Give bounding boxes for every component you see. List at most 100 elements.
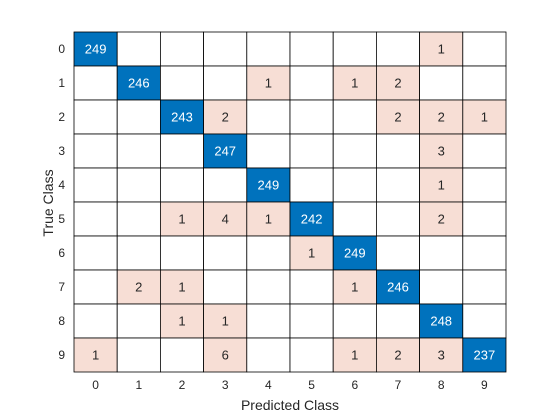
cell-value-1-7: 2 bbox=[394, 76, 401, 91]
matrix-cell-7-9 bbox=[462, 269, 507, 305]
col-tick-label: 8 bbox=[438, 378, 445, 392]
matrix-cell-0-7 bbox=[375, 31, 420, 67]
matrix-cell-labels: 249 1 246 1 1 2 243 2 2 2 1 247 3 249 1 1 4 1 242 2 1 249 2 1 1 2… bbox=[85, 42, 496, 363]
row-tick-label: 0 bbox=[58, 42, 65, 56]
matrix-cell-9-9 bbox=[462, 337, 507, 373]
matrix-cell-5-4 bbox=[246, 201, 291, 237]
cell-value-0-8: 1 bbox=[438, 42, 445, 57]
matrix-cell-6-0 bbox=[73, 235, 118, 271]
matrix-cell-9-2 bbox=[159, 337, 204, 373]
col-tick-label: 2 bbox=[179, 378, 186, 392]
cell-value-1-4: 1 bbox=[265, 76, 272, 91]
row-tick-label: 9 bbox=[58, 348, 65, 362]
matrix-cell-2-5 bbox=[289, 99, 334, 135]
matrix-cell-1-6 bbox=[332, 65, 377, 101]
matrix-cell-9-0 bbox=[73, 337, 118, 373]
cell-value-2-7: 2 bbox=[394, 110, 401, 125]
matrix-cell-1-8 bbox=[419, 65, 464, 101]
cell-value-7-2: 1 bbox=[178, 280, 185, 295]
cell-value-3-8: 3 bbox=[438, 144, 445, 159]
matrix-cell-5-7 bbox=[375, 201, 420, 237]
cell-value-4-4: 249 bbox=[258, 178, 280, 193]
matrix-cell-6-6 bbox=[332, 235, 377, 271]
cell-value-8-8: 248 bbox=[430, 314, 452, 329]
matrix-cell-4-9 bbox=[462, 167, 507, 203]
matrix-cell-4-6 bbox=[332, 167, 377, 203]
matrix-cell-4-3 bbox=[203, 167, 248, 203]
cell-value-9-6: 1 bbox=[351, 348, 358, 363]
row-tick-label: 2 bbox=[58, 110, 65, 124]
matrix-cell-3-1 bbox=[116, 133, 161, 169]
col-tick-label: 6 bbox=[351, 378, 358, 392]
matrix-cell-1-2 bbox=[159, 65, 204, 101]
matrix-cell-2-7 bbox=[375, 99, 420, 135]
matrix-cell-9-1 bbox=[116, 337, 161, 373]
row-tick-label: 1 bbox=[58, 76, 65, 90]
matrix-cell-7-6 bbox=[332, 269, 377, 305]
col-tick-label: 1 bbox=[135, 378, 142, 392]
cell-value-5-2: 1 bbox=[178, 212, 185, 227]
matrix-cell-7-1 bbox=[116, 269, 161, 305]
matrix-cell-1-1 bbox=[116, 65, 161, 101]
matrix-cell-9-8 bbox=[419, 337, 464, 373]
matrix-cell-5-9 bbox=[462, 201, 507, 237]
matrix-cell-8-6 bbox=[332, 303, 377, 339]
x-axis-label: Predicted Class bbox=[241, 397, 339, 413]
matrix-cell-1-5 bbox=[289, 65, 334, 101]
matrix-cell-0-3 bbox=[203, 31, 248, 67]
col-tick-label: 9 bbox=[481, 378, 488, 392]
col-tick-labels: 0 1 2 3 4 5 6 7 8 9 bbox=[92, 378, 488, 392]
matrix-cell-4-1 bbox=[116, 167, 161, 203]
cell-value-3-3: 247 bbox=[214, 144, 236, 159]
matrix-cell-4-8 bbox=[419, 167, 464, 203]
matrix-cell-5-1 bbox=[116, 201, 161, 237]
matrix-cell-5-8 bbox=[419, 201, 464, 237]
row-tick-label: 7 bbox=[58, 280, 65, 294]
matrix-cells bbox=[73, 31, 507, 373]
matrix-cell-9-3 bbox=[203, 337, 248, 373]
matrix-cell-0-6 bbox=[332, 31, 377, 67]
matrix-cell-5-5 bbox=[289, 201, 334, 237]
matrix-cell-8-5 bbox=[289, 303, 334, 339]
cell-value-7-7: 246 bbox=[387, 280, 409, 295]
row-tick-label: 3 bbox=[58, 144, 65, 158]
cell-value-4-8: 1 bbox=[438, 178, 445, 193]
col-tick-label: 5 bbox=[308, 378, 315, 392]
matrix-cell-6-9 bbox=[462, 235, 507, 271]
matrix-cell-4-2 bbox=[159, 167, 204, 203]
matrix-cell-2-6 bbox=[332, 99, 377, 135]
matrix-cell-3-0 bbox=[73, 133, 118, 169]
matrix-cell-7-3 bbox=[203, 269, 248, 305]
matrix-cell-6-1 bbox=[116, 235, 161, 271]
matrix-cell-7-5 bbox=[289, 269, 334, 305]
matrix-cell-7-2 bbox=[159, 269, 204, 305]
cell-value-2-3: 2 bbox=[222, 110, 229, 125]
cell-value-5-4: 1 bbox=[265, 212, 272, 227]
cell-value-9-0: 1 bbox=[92, 348, 99, 363]
cell-value-1-6: 1 bbox=[351, 76, 358, 91]
matrix-cell-6-8 bbox=[419, 235, 464, 271]
matrix-cell-8-3 bbox=[203, 303, 248, 339]
row-tick-label: 5 bbox=[58, 212, 65, 226]
matrix-cell-4-7 bbox=[375, 167, 420, 203]
col-tick-label: 7 bbox=[395, 378, 402, 392]
matrix-cell-2-8 bbox=[419, 99, 464, 135]
matrix-cell-0-4 bbox=[246, 31, 291, 67]
matrix-cell-2-1 bbox=[116, 99, 161, 135]
cell-value-1-1: 246 bbox=[128, 76, 150, 91]
cell-value-9-7: 2 bbox=[394, 348, 401, 363]
matrix-cell-0-0 bbox=[73, 31, 118, 67]
matrix-cell-3-8 bbox=[419, 133, 464, 169]
cell-value-2-2: 243 bbox=[171, 110, 193, 125]
cell-value-8-2: 1 bbox=[178, 314, 185, 329]
cell-value-5-8: 2 bbox=[438, 212, 445, 227]
matrix-cell-3-7 bbox=[375, 133, 420, 169]
matrix-cell-3-4 bbox=[246, 133, 291, 169]
row-tick-label: 4 bbox=[58, 178, 65, 192]
col-tick-label: 0 bbox=[92, 378, 99, 392]
matrix-cell-1-0 bbox=[73, 65, 118, 101]
matrix-cell-3-5 bbox=[289, 133, 334, 169]
matrix-cell-0-5 bbox=[289, 31, 334, 67]
matrix-cell-5-2 bbox=[159, 201, 204, 237]
matrix-cell-8-1 bbox=[116, 303, 161, 339]
